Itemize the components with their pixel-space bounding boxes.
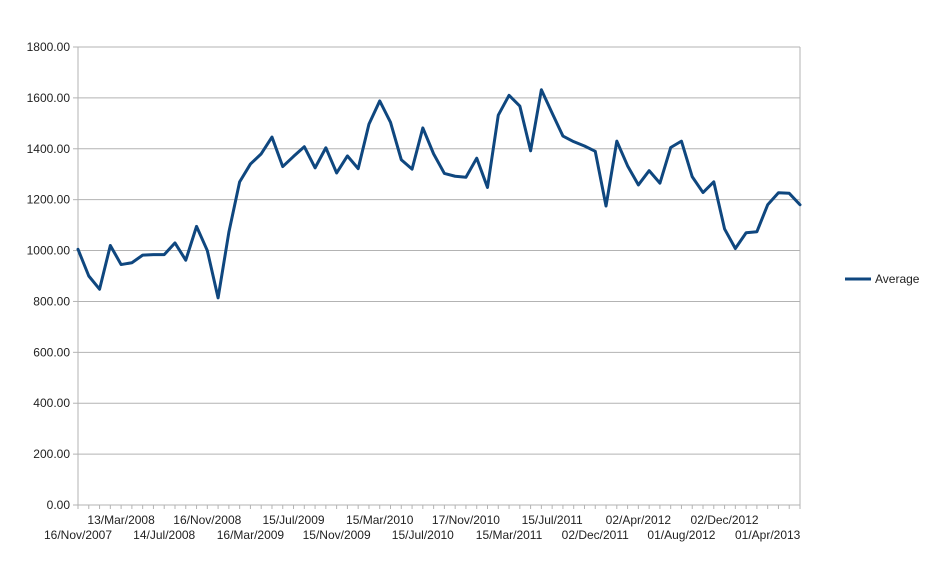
x-tick-label: 13/Mar/2008 (87, 513, 155, 527)
x-tick-label: 15/Mar/2010 (346, 513, 414, 527)
x-tick-label: 15/Mar/2011 (476, 528, 543, 542)
y-axis-tick-labels: 0.00 200.00 400.00 600.00 800.00 1000.00 1200.… (27, 40, 71, 512)
y-tick-label: 600.00 (33, 345, 70, 359)
y-tick-label: 1200.00 (27, 193, 71, 207)
y-tick-label: 1400.00 (27, 142, 71, 156)
x-tick-label: 15/Nov/2009 (303, 528, 371, 542)
x-tick-label: 17/Nov/2010 (432, 513, 500, 527)
legend: Average (845, 272, 920, 286)
axes (73, 46, 801, 509)
x-tick-label: 02/Dec/2011 (562, 528, 629, 542)
x-tick-label: 15/Jul/2011 (522, 513, 583, 527)
x-axis-tick-labels: 16/Nov/200713/Mar/200814/Jul/200816/Nov/… (44, 513, 801, 542)
x-tick-label: 16/Mar/2009 (217, 528, 285, 542)
x-tick-label: 15/Jul/2010 (392, 528, 454, 542)
x-tick-label: 02/Apr/2012 (606, 513, 672, 527)
x-tick-label: 01/Aug/2012 (647, 528, 715, 542)
x-tick-label: 14/Jul/2008 (133, 528, 195, 542)
y-tick-label: 1600.00 (27, 91, 71, 105)
x-tick-label: 15/Jul/2009 (262, 513, 324, 527)
y-tick-label: 1800.00 (27, 40, 71, 54)
series-line-average (76, 88, 802, 300)
legend-label-average: Average (875, 272, 920, 286)
x-tick-label: 16/Nov/2007 (44, 528, 112, 542)
x-tick-label: 16/Nov/2008 (173, 513, 241, 527)
y-tick-label: 0.00 (47, 498, 71, 512)
x-tick-label: 02/Dec/2012 (691, 513, 759, 527)
series-lines (76, 88, 802, 300)
y-tick-label: 800.00 (33, 294, 70, 308)
y-tick-label: 200.00 (33, 447, 70, 461)
x-tick-label: 01/Apr/2013 (735, 528, 801, 542)
y-tick-label: 400.00 (33, 396, 70, 410)
y-tick-label: 1000.00 (27, 244, 71, 258)
gridlines (78, 46, 800, 455)
